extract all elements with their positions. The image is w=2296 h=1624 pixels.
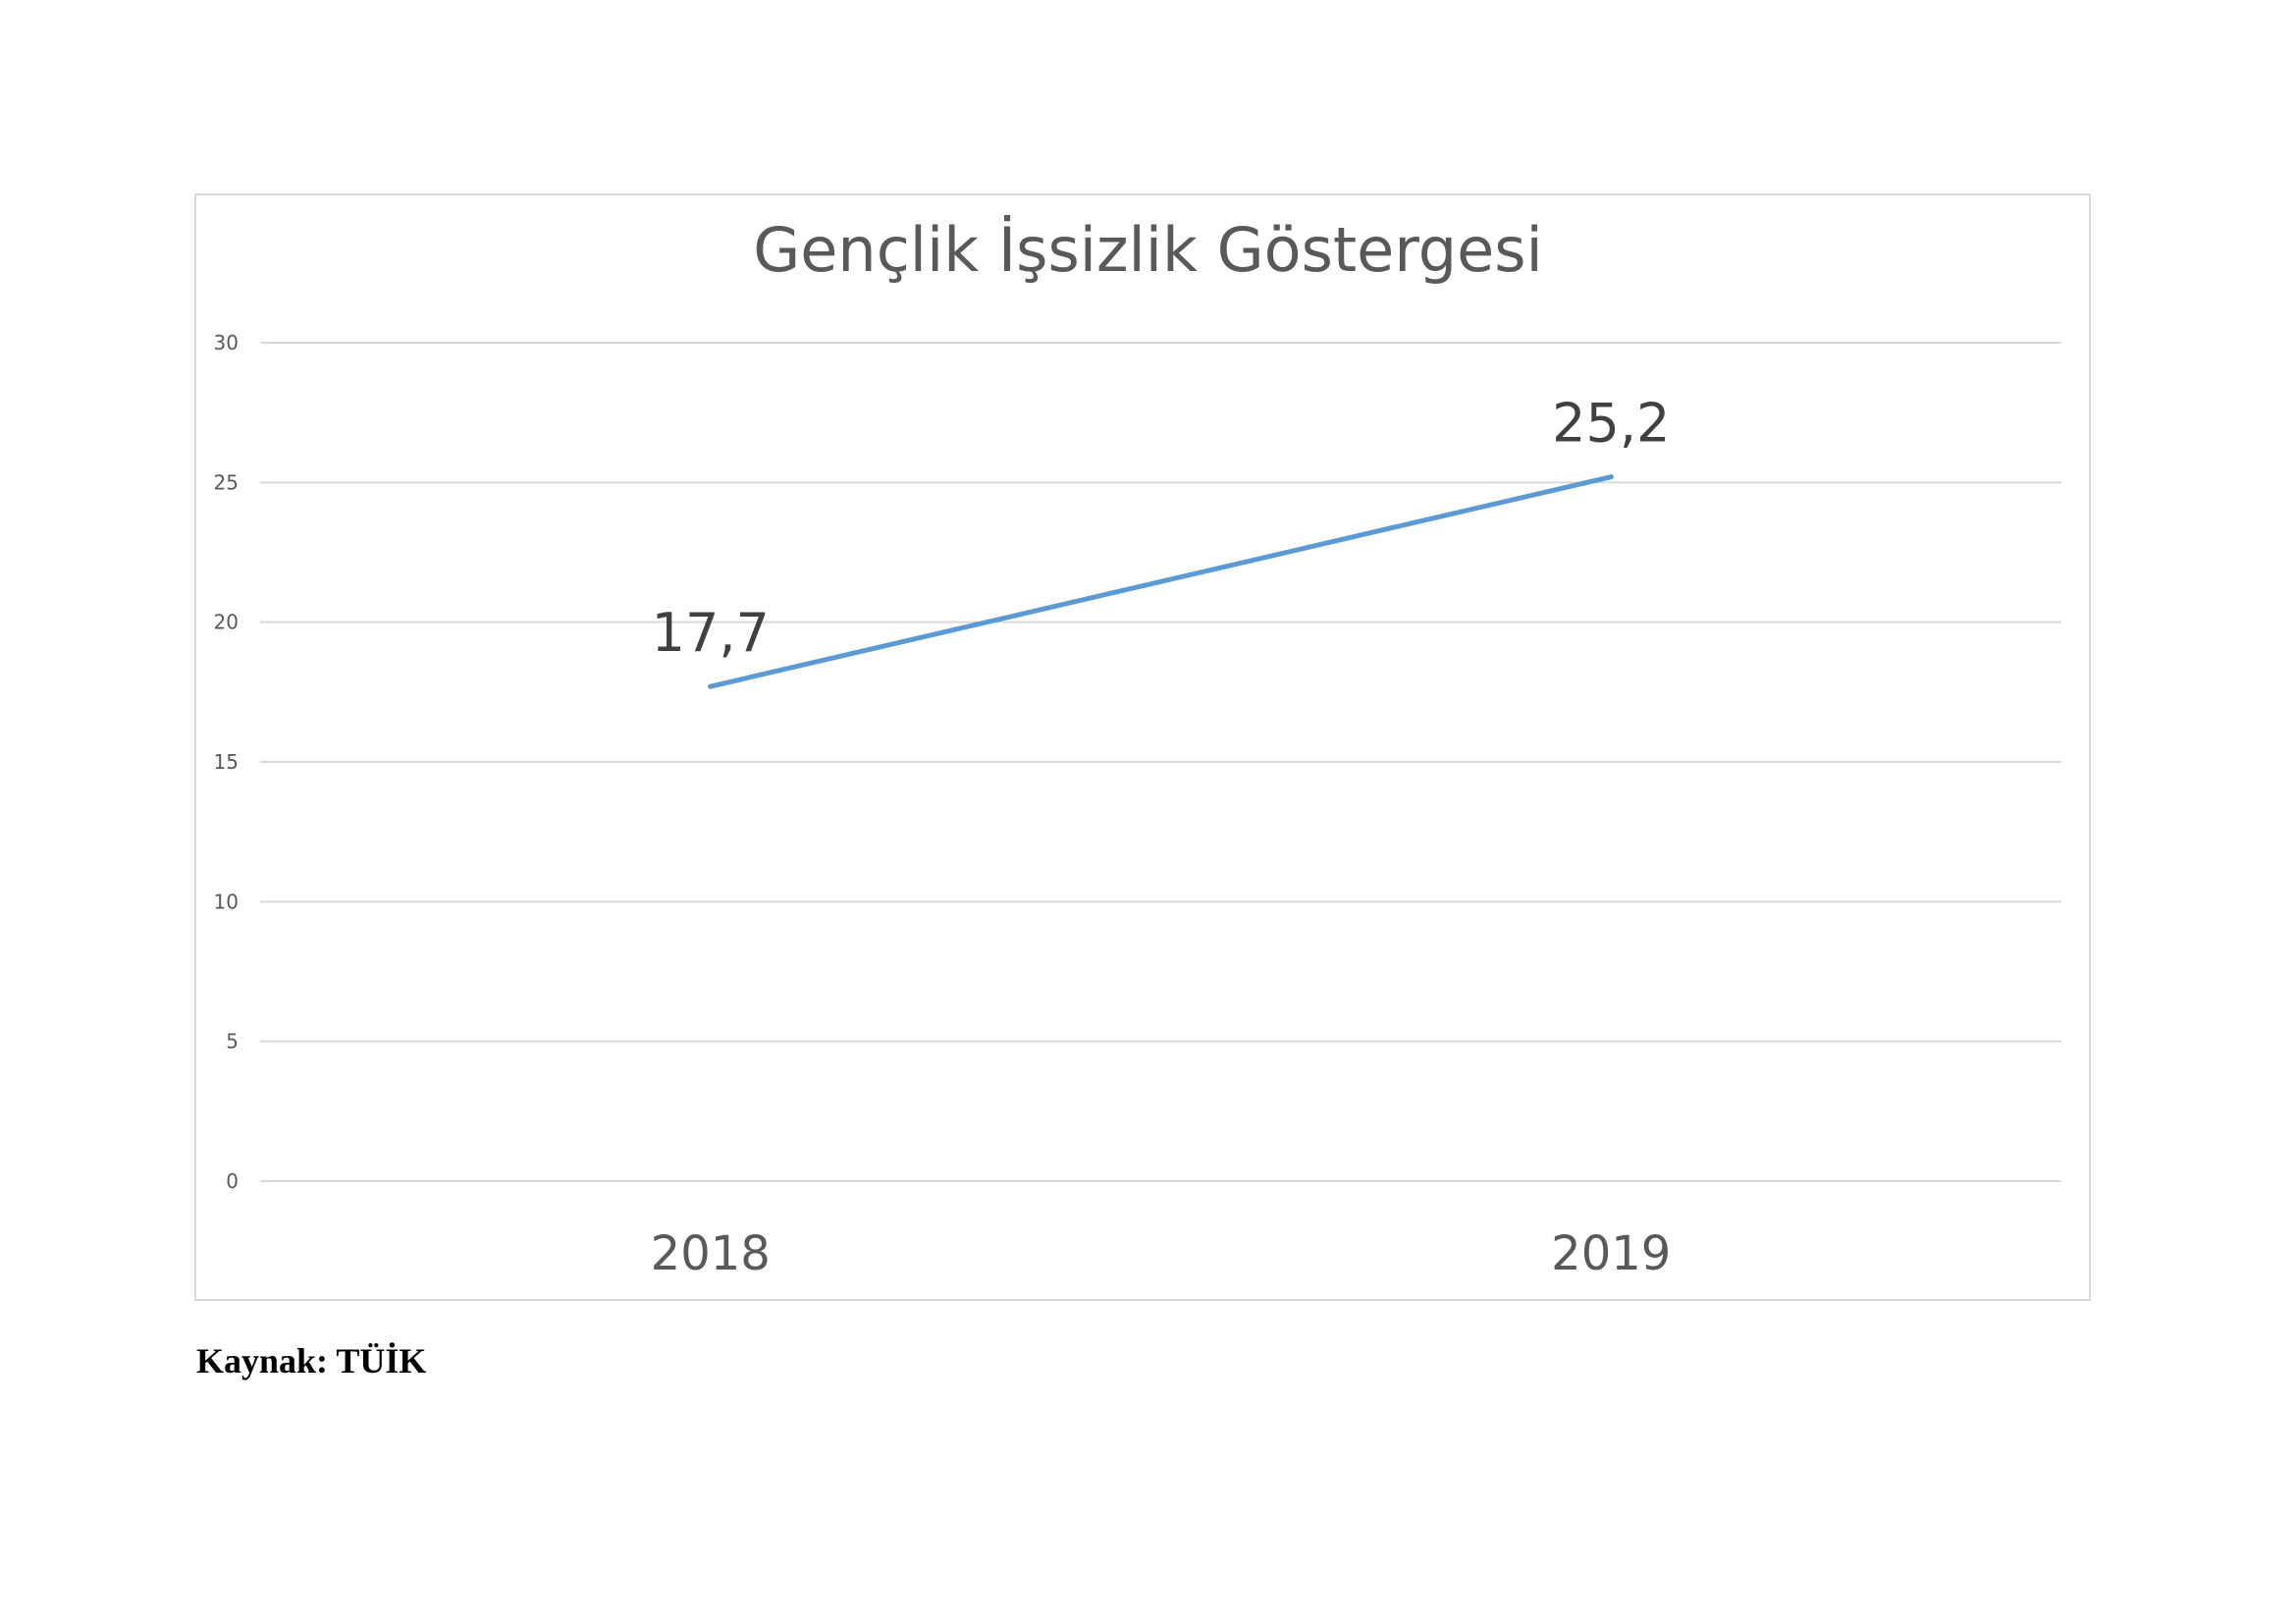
gridlines (260, 342, 2061, 1182)
source-note: Kaynak: TÜİK (196, 1341, 427, 1380)
data-labels: 17,7 25,2 (652, 393, 1671, 665)
y-tick-label: 30 (214, 331, 239, 354)
y-tick-label: 15 (214, 750, 239, 774)
chart-title: Gençlik İşsizlik Göstergesi (753, 214, 1543, 286)
y-tick-label: 0 (226, 1169, 239, 1193)
y-tick-label: 25 (214, 470, 239, 494)
y-tick-label: 20 (214, 611, 239, 634)
x-axis-ticks: 2018 2019 (651, 1226, 1672, 1281)
data-point (708, 683, 714, 689)
x-tick-label: 2019 (1551, 1226, 1671, 1281)
data-point (1608, 474, 1614, 480)
y-axis-ticks: 0 5 10 15 20 25 30 (214, 331, 239, 1193)
series-line-0 (708, 474, 1614, 689)
x-tick-label: 2018 (651, 1226, 771, 1281)
y-tick-label: 10 (214, 890, 239, 913)
data-label: 17,7 (652, 602, 770, 664)
series-lines (708, 474, 1614, 689)
y-tick-label: 5 (226, 1030, 239, 1054)
data-label: 25,2 (1552, 393, 1670, 455)
chart-frame (194, 193, 2091, 1301)
